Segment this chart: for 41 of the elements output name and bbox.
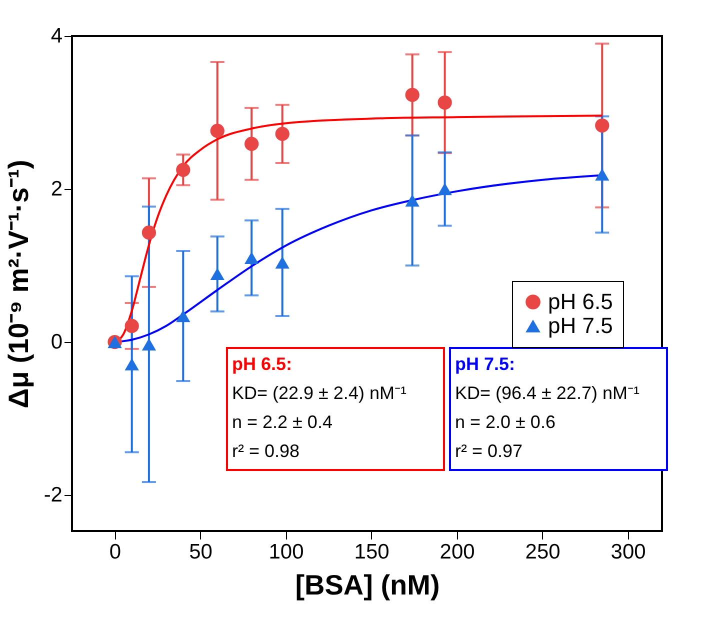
- y-tick-label: 0: [50, 330, 62, 354]
- y-tick-label: 2: [50, 178, 62, 201]
- x-tick-label: 0: [109, 540, 122, 564]
- y-tick-label: 4: [50, 24, 63, 48]
- x-tick-label: 300: [610, 540, 646, 564]
- point: [405, 88, 420, 102]
- annotation: n = 2.0 ± 0.6: [455, 412, 556, 432]
- point: [595, 118, 610, 133]
- x-axis-title: [BSA] (nM): [295, 570, 440, 600]
- annotation: n = 2.2 ± 0.4: [232, 412, 332, 432]
- x-tick-label: 50: [189, 540, 212, 564]
- legend-label: pH 7.5: [548, 313, 613, 338]
- y-tick-label: -2: [44, 484, 62, 507]
- annotation: pH 7.5:: [455, 354, 516, 374]
- annotation: r² = 0.98: [232, 441, 300, 461]
- point: [244, 136, 259, 151]
- point: [176, 162, 190, 177]
- point: [595, 168, 610, 181]
- point: [275, 126, 290, 141]
- point: [176, 310, 190, 322]
- point: [438, 96, 452, 110]
- x-tick-label: 150: [354, 540, 390, 564]
- point: [124, 358, 139, 370]
- point: [244, 252, 259, 264]
- annotation: pH 6.5:: [232, 354, 292, 374]
- y-axis-title: Δμ (10⁻⁹ m²·V⁻¹·s⁻¹): [2, 160, 34, 408]
- legend-label: pH 6.5: [548, 289, 613, 314]
- point: [405, 194, 420, 207]
- point: [210, 124, 224, 138]
- point: [124, 318, 139, 334]
- point: [275, 256, 290, 269]
- point: [210, 268, 224, 280]
- annotation: KD= (22.9 ± 2.4) nM⁻¹: [232, 383, 406, 403]
- x-tick-label: 250: [525, 540, 560, 564]
- annotation: KD= (96.4 ± 22.7) nM⁻¹: [455, 383, 640, 403]
- annotation: r² = 0.97: [455, 441, 523, 461]
- point: [142, 338, 156, 350]
- point: [142, 226, 156, 240]
- point: [438, 182, 452, 196]
- x-tick-label: 200: [440, 540, 475, 564]
- x-tick-label: 100: [268, 540, 304, 564]
